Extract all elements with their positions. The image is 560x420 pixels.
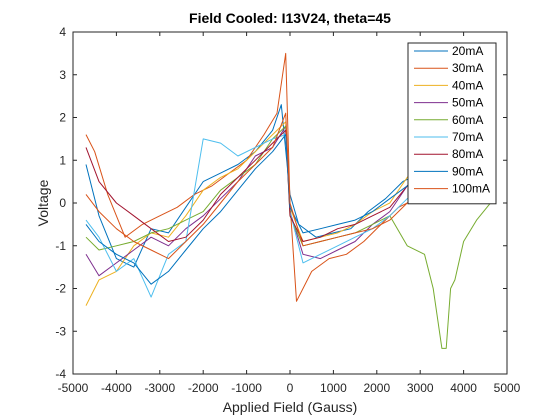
x-tick-label: 0 [287, 381, 294, 395]
legend-label: 50mA [452, 96, 483, 110]
x-tick-label: -2000 [188, 381, 219, 395]
x-tick-label: 2000 [363, 381, 390, 395]
y-tick-label: -4 [55, 367, 66, 381]
x-tick-label: -5000 [58, 381, 89, 395]
x-axis-label: Applied Field (Gauss) [223, 399, 358, 415]
legend-label: 100mA [452, 182, 490, 196]
x-tick-label: 1000 [320, 381, 347, 395]
y-tick-label: 2 [59, 111, 66, 125]
legend-label: 90mA [452, 164, 483, 178]
y-tick-label: -1 [55, 239, 66, 253]
y-tick-label: 1 [59, 153, 66, 167]
legend-label: 70mA [452, 130, 483, 144]
y-tick-label: -2 [55, 282, 66, 296]
y-axis-label: Voltage [35, 179, 51, 226]
x-tick-label: -1000 [231, 381, 262, 395]
legend-label: 30mA [452, 61, 483, 75]
y-axis: -4 -3 -2 -1 0 1 2 3 4 [55, 25, 507, 381]
x-tick-label: 4000 [450, 381, 477, 395]
legend-label: 40mA [452, 78, 483, 92]
y-tick-label: -3 [55, 324, 66, 338]
legend-box [407, 42, 497, 205]
legend: 20mA 30mA 40mA 50mA 60mA 70mA 80mA 90mA 100mA [407, 42, 497, 205]
chart-title: Field Cooled: I13V24, theta=45 [189, 10, 391, 26]
x-tick-label: -3000 [144, 381, 175, 395]
x-tick-label: -4000 [101, 381, 132, 395]
y-tick-label: 0 [59, 196, 66, 210]
legend-label: 20mA [452, 44, 483, 58]
y-tick-label: 4 [59, 25, 66, 39]
x-tick-label: 3000 [407, 381, 434, 395]
y-tick-label: 3 [59, 68, 66, 82]
x-tick-label: 5000 [494, 381, 521, 395]
legend-label: 80mA [452, 147, 483, 161]
legend-label: 60mA [452, 113, 483, 127]
x-axis: -5000 -4000 -3000 -2000 -1000 0 1000 2000 3000 40… [58, 32, 521, 395]
